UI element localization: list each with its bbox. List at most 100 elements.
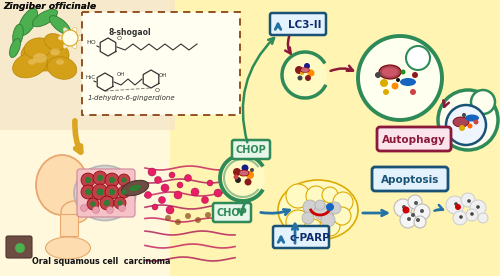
Circle shape xyxy=(114,197,126,209)
Ellipse shape xyxy=(300,68,310,73)
Bar xyxy=(60,214,78,236)
Text: CHOP: CHOP xyxy=(216,208,248,218)
Circle shape xyxy=(185,213,191,219)
Circle shape xyxy=(122,177,126,183)
Circle shape xyxy=(446,105,486,145)
Ellipse shape xyxy=(379,65,401,79)
Circle shape xyxy=(470,212,474,216)
FancyBboxPatch shape xyxy=(213,203,251,222)
Ellipse shape xyxy=(21,39,69,71)
Ellipse shape xyxy=(83,195,93,201)
Circle shape xyxy=(358,36,442,120)
Circle shape xyxy=(240,171,244,176)
Circle shape xyxy=(90,201,96,207)
Text: OH: OH xyxy=(159,73,168,78)
Circle shape xyxy=(474,120,478,124)
Circle shape xyxy=(87,198,99,210)
FancyBboxPatch shape xyxy=(372,167,448,191)
Ellipse shape xyxy=(33,53,47,63)
Circle shape xyxy=(246,171,254,179)
Circle shape xyxy=(414,216,426,228)
FancyBboxPatch shape xyxy=(273,226,329,248)
Circle shape xyxy=(234,174,238,179)
FancyBboxPatch shape xyxy=(77,169,135,217)
Circle shape xyxy=(80,205,87,211)
Text: H₃C: H₃C xyxy=(86,75,96,80)
Ellipse shape xyxy=(36,155,88,215)
Ellipse shape xyxy=(56,59,64,65)
Ellipse shape xyxy=(12,52,48,78)
Circle shape xyxy=(100,196,114,210)
Circle shape xyxy=(402,205,406,209)
Circle shape xyxy=(169,172,175,178)
Circle shape xyxy=(314,204,330,220)
Circle shape xyxy=(191,188,199,196)
Circle shape xyxy=(161,184,169,192)
Ellipse shape xyxy=(12,24,24,46)
FancyBboxPatch shape xyxy=(6,236,32,258)
Text: Oral squamous cell  carcinoma: Oral squamous cell carcinoma xyxy=(32,257,170,266)
Circle shape xyxy=(380,79,388,87)
Circle shape xyxy=(300,71,304,75)
Text: HO: HO xyxy=(86,40,96,45)
Ellipse shape xyxy=(24,38,52,58)
Circle shape xyxy=(329,202,341,214)
Circle shape xyxy=(402,206,409,214)
Circle shape xyxy=(295,66,303,74)
Ellipse shape xyxy=(77,205,89,211)
Circle shape xyxy=(184,174,192,182)
Circle shape xyxy=(478,213,488,223)
Circle shape xyxy=(15,243,25,253)
Ellipse shape xyxy=(382,68,398,76)
Circle shape xyxy=(242,164,248,171)
Ellipse shape xyxy=(28,59,36,65)
Text: Zingiber officinale: Zingiber officinale xyxy=(3,2,96,11)
Circle shape xyxy=(165,215,171,221)
Circle shape xyxy=(383,89,389,95)
Circle shape xyxy=(106,206,114,214)
Circle shape xyxy=(93,171,107,185)
FancyBboxPatch shape xyxy=(270,13,326,35)
Polygon shape xyxy=(0,0,175,130)
Ellipse shape xyxy=(63,41,69,49)
Ellipse shape xyxy=(10,38,20,57)
Circle shape xyxy=(148,168,156,176)
Circle shape xyxy=(122,189,126,195)
Circle shape xyxy=(214,189,222,197)
Circle shape xyxy=(322,187,338,203)
Circle shape xyxy=(105,173,119,187)
Text: Autophagy: Autophagy xyxy=(382,135,446,145)
Circle shape xyxy=(96,189,103,196)
Circle shape xyxy=(471,90,495,114)
Circle shape xyxy=(118,205,126,211)
Circle shape xyxy=(105,185,119,199)
Circle shape xyxy=(392,83,398,89)
Ellipse shape xyxy=(74,166,136,221)
Text: Zingiber officinale: Zingiber officinale xyxy=(3,2,96,11)
Circle shape xyxy=(333,192,353,212)
Text: O: O xyxy=(117,36,122,41)
Circle shape xyxy=(166,206,174,214)
Ellipse shape xyxy=(71,27,77,35)
Circle shape xyxy=(446,196,464,214)
Circle shape xyxy=(459,215,463,219)
Text: 1-dehydro-6-gingerdione: 1-dehydro-6-gingerdione xyxy=(88,95,176,101)
Ellipse shape xyxy=(239,170,249,176)
Circle shape xyxy=(306,186,326,206)
FancyBboxPatch shape xyxy=(377,127,451,151)
Ellipse shape xyxy=(129,185,141,191)
Circle shape xyxy=(333,207,351,225)
Circle shape xyxy=(326,203,334,211)
Circle shape xyxy=(233,168,241,176)
Circle shape xyxy=(414,204,430,220)
Circle shape xyxy=(305,75,311,81)
Circle shape xyxy=(286,184,310,208)
Ellipse shape xyxy=(61,201,89,223)
Polygon shape xyxy=(170,0,500,276)
Circle shape xyxy=(459,125,465,131)
Circle shape xyxy=(109,189,115,195)
Circle shape xyxy=(468,123,472,129)
Circle shape xyxy=(298,76,302,81)
Circle shape xyxy=(302,212,314,224)
Circle shape xyxy=(454,202,458,206)
